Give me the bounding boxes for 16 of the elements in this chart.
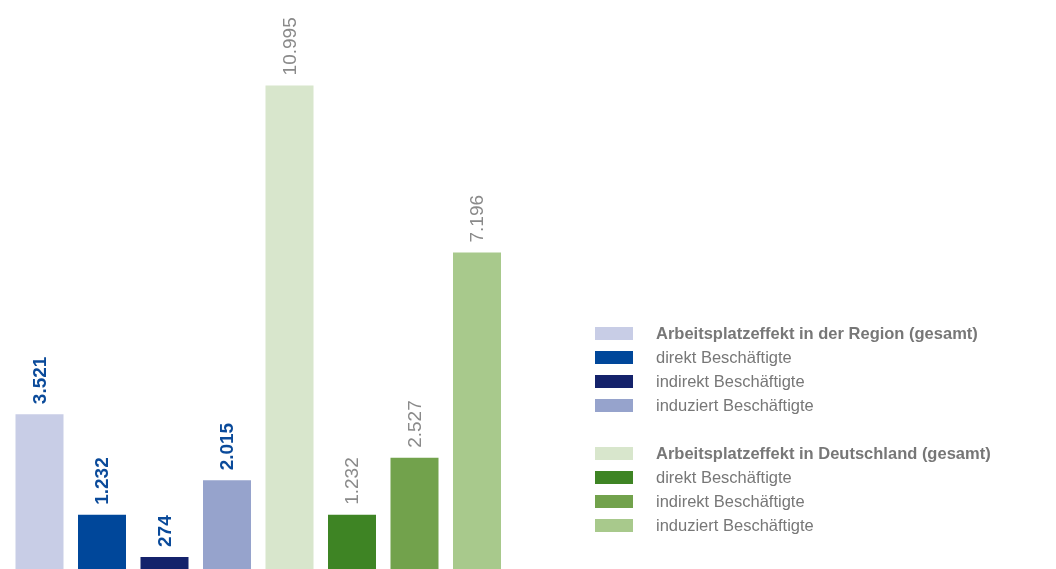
data-label: 7.196	[466, 194, 488, 243]
data-label: 1.232	[91, 457, 113, 505]
data-label: 2.527	[404, 400, 425, 448]
legend-label: indirekt Beschäftigte	[656, 491, 805, 511]
data-label: 10.995	[279, 17, 300, 76]
legend-label: direkt Beschäftigte	[656, 467, 792, 487]
data-label: 274	[154, 514, 175, 547]
legend-label: Arbeitsplatzeffekt in der Region (gesamt)	[656, 323, 978, 343]
legend-label: induziert Beschäftigte	[656, 395, 814, 415]
legend-label: Arbeitsplatzeffekt in Deutschland (gesamt)	[656, 443, 991, 463]
legend-label: indirekt Beschäftigte	[656, 371, 805, 391]
data-label: 1.232	[341, 457, 363, 505]
legend-label: direkt Beschäftigte	[656, 347, 792, 367]
legend-label: induziert Beschäftigte	[656, 515, 814, 535]
data-label: 2.015	[216, 422, 238, 471]
data-label: 3.521	[29, 356, 50, 405]
